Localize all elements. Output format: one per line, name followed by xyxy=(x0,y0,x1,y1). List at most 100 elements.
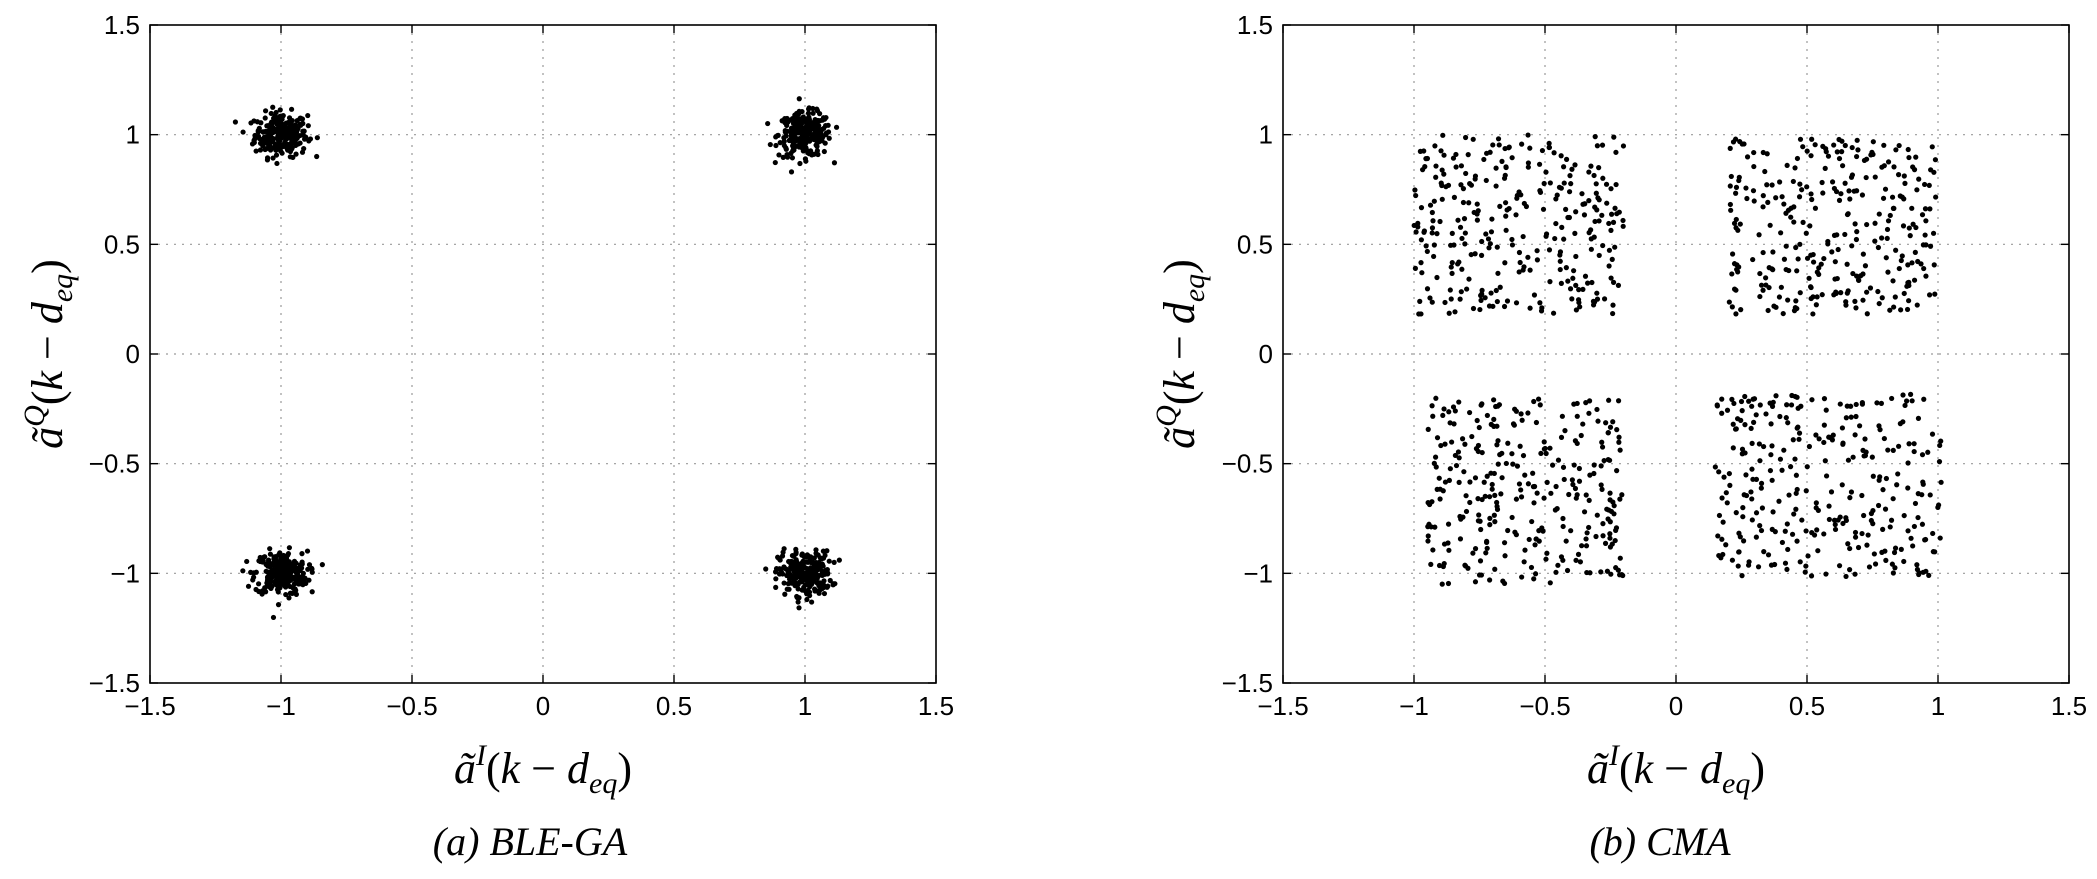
scatter-point xyxy=(1769,443,1775,449)
scatter-point xyxy=(1412,187,1418,193)
scatter-point xyxy=(1923,242,1929,248)
scatter-point xyxy=(1721,474,1727,480)
scatter-point xyxy=(1531,292,1538,298)
scatter-point xyxy=(1473,446,1480,452)
scatter-point xyxy=(1567,173,1573,179)
y-axis-label: ãQ(k − deq) xyxy=(1150,259,1211,449)
scatter-point xyxy=(1423,156,1429,162)
scatter-point xyxy=(1503,227,1509,233)
scatter-point xyxy=(1456,479,1462,485)
scatter-point xyxy=(1855,544,1862,551)
scatter-point xyxy=(1726,470,1732,477)
scatter-point xyxy=(1729,396,1735,402)
scatter-point xyxy=(1772,561,1778,568)
scatter-point xyxy=(1921,396,1927,402)
scatter-points xyxy=(232,96,842,621)
scatter-point xyxy=(1783,243,1789,249)
scatter-point xyxy=(1786,492,1792,498)
scatter-point xyxy=(1484,538,1490,544)
scatter-point xyxy=(821,148,827,155)
scatter-point xyxy=(1617,555,1623,561)
scatter-point xyxy=(1619,492,1625,498)
scatter-point xyxy=(799,560,805,566)
scatter-point xyxy=(1789,531,1796,537)
scatter-point xyxy=(1794,268,1800,274)
scatter-point xyxy=(1821,422,1827,428)
x-tick-label: −0.5 xyxy=(1519,691,1570,721)
scatter-point xyxy=(1726,299,1732,305)
scatter-point xyxy=(1757,458,1763,464)
scatter-point xyxy=(1481,156,1487,163)
scatter-point xyxy=(1773,195,1779,201)
scatter-point xyxy=(1846,188,1852,194)
scatter-point xyxy=(267,551,274,557)
scatter-point xyxy=(1431,198,1437,204)
scatter-point xyxy=(1534,490,1540,496)
scatter-point xyxy=(1904,398,1910,404)
scatter-point xyxy=(1546,247,1553,253)
scatter-point xyxy=(1466,276,1472,282)
scatter-point xyxy=(795,599,801,605)
scatter-point xyxy=(1536,161,1543,167)
scatter-point xyxy=(1497,284,1503,290)
scatter-point xyxy=(1847,495,1853,501)
scatter-point xyxy=(1479,401,1485,407)
scatter-point xyxy=(1569,166,1575,172)
scatter-point xyxy=(1750,396,1756,402)
scatter-point xyxy=(807,136,813,142)
scatter-point xyxy=(796,108,802,115)
scatter-point xyxy=(1853,413,1859,420)
scatter-point xyxy=(1446,310,1452,316)
scatter-point xyxy=(1427,295,1433,301)
scatter-point xyxy=(1594,143,1600,149)
scatter-point xyxy=(1418,260,1424,266)
scatter-point xyxy=(1829,249,1835,255)
scatter-point xyxy=(1860,297,1866,303)
scatter-point xyxy=(1820,190,1826,196)
scatter-point xyxy=(1484,473,1490,479)
scatter-point xyxy=(808,120,814,126)
scatter-point xyxy=(1746,398,1752,404)
scatter-point xyxy=(1502,172,1508,178)
scatter-point xyxy=(1442,299,1448,306)
scatter-point xyxy=(1468,251,1474,258)
scatter-point xyxy=(1536,538,1542,544)
scatter-point xyxy=(1538,450,1544,457)
scatter-point xyxy=(1491,470,1497,477)
scatter-point xyxy=(1572,438,1579,444)
scatter-point xyxy=(1845,541,1851,547)
scatter-point xyxy=(299,149,306,155)
scatter-point xyxy=(274,563,280,569)
scatter-point xyxy=(1438,442,1444,449)
scatter-point xyxy=(1930,549,1936,555)
scatter-point xyxy=(1447,287,1453,293)
scatter-point xyxy=(1509,514,1515,521)
scatter-point xyxy=(1864,289,1870,295)
scatter-point xyxy=(1822,458,1828,464)
scatter-point xyxy=(1823,571,1829,577)
scatter-point xyxy=(1487,515,1493,522)
scatter-point xyxy=(772,159,778,166)
scatter-point xyxy=(1610,419,1616,425)
scatter-point xyxy=(1829,179,1836,185)
scatter-point xyxy=(819,138,825,144)
scatter-point xyxy=(280,580,287,587)
scatter-point xyxy=(1593,533,1599,540)
scatter-point xyxy=(292,124,298,130)
scatter-point xyxy=(1753,510,1760,516)
scatter-point xyxy=(1808,191,1814,197)
scatter-point xyxy=(300,128,306,134)
scatter-point xyxy=(1525,160,1532,166)
scatter-point xyxy=(1782,560,1789,566)
x-axis-label: ãI(k − deq) xyxy=(454,739,632,800)
scatter-point xyxy=(1843,299,1849,305)
scatter-point xyxy=(797,160,803,167)
scatter-point xyxy=(1823,149,1829,155)
scatter-point xyxy=(782,591,788,597)
scatter-point xyxy=(1870,139,1876,145)
scatter-point xyxy=(1469,433,1475,440)
scatter-point xyxy=(1764,182,1770,188)
scatter-point xyxy=(1446,409,1452,415)
scatter-point xyxy=(1563,538,1569,544)
scatter-point xyxy=(1592,134,1598,140)
